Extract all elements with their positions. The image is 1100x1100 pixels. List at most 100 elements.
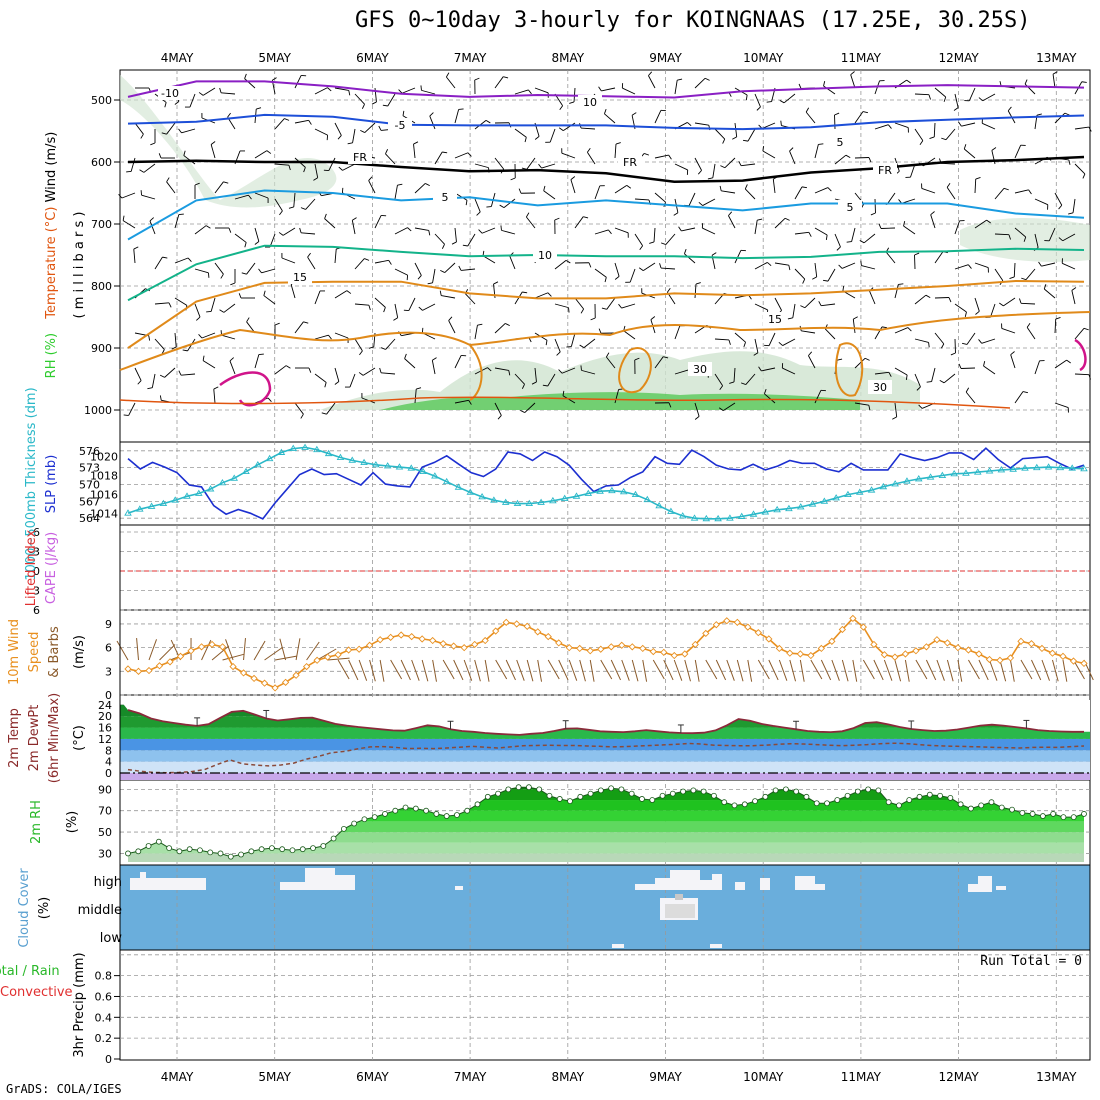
cloud-block	[612, 944, 624, 948]
cloud-content	[130, 868, 1006, 948]
wind-speed-marker	[408, 632, 416, 641]
wind-barb-flag	[926, 381, 932, 383]
wind-speed-marker	[849, 614, 857, 623]
wind-speed-marker	[176, 652, 185, 660]
wind-barb-10m	[778, 659, 788, 681]
rh-marker	[793, 788, 800, 795]
rh-shade-inner	[380, 392, 860, 410]
wind-barb	[210, 144, 216, 159]
wind-barb	[334, 87, 349, 91]
wind-speed-marker	[523, 622, 531, 630]
wind-speed-marker	[471, 640, 479, 649]
thickness-marker	[832, 494, 840, 501]
wind-speed-marker	[943, 639, 952, 647]
wind-barb	[121, 192, 136, 199]
rh-marker	[752, 798, 758, 804]
wind-barb-flag	[878, 223, 882, 229]
thickness-marker	[608, 486, 616, 494]
wind-barb	[852, 319, 856, 334]
wind-speed-marker	[618, 641, 626, 649]
thickness-marker	[147, 502, 156, 509]
wind-barb-flag	[308, 367, 312, 373]
wind-barb-flag	[244, 73, 247, 79]
wind-barb	[794, 268, 806, 280]
rh-marker	[813, 800, 820, 807]
wind-barb-flag	[187, 257, 192, 262]
rh-marker	[217, 850, 224, 857]
wind-barb-10m	[841, 659, 849, 682]
wind-barb-10m	[1052, 659, 1059, 682]
wind-barb	[202, 87, 216, 96]
wind-barb	[474, 325, 478, 340]
wind-barb	[1074, 126, 1089, 130]
wind-speed-marker	[681, 650, 689, 658]
wind-barb	[554, 260, 567, 270]
rh-marker	[690, 787, 697, 794]
wind-barb-flag	[220, 273, 224, 279]
wind-barb	[561, 152, 576, 159]
rh-marker	[937, 792, 943, 799]
wind-barb-flag	[738, 161, 742, 166]
wind-barb	[1014, 227, 1027, 238]
wind-barb-flag	[368, 346, 374, 349]
wind-barb-flag	[991, 147, 997, 151]
li-tick-label: 3	[33, 585, 40, 598]
wind-barb	[314, 373, 327, 383]
contour-label-bg	[838, 200, 862, 214]
wind-barb	[141, 194, 156, 200]
wind-label-c: & Barbs	[47, 626, 62, 678]
wind-barb-flag	[474, 77, 480, 81]
wind-speed-marker	[555, 639, 563, 647]
precip-label-b: Convective	[0, 985, 73, 1000]
wind-barb	[334, 367, 340, 382]
wind-barb	[274, 198, 283, 212]
wind-barb-flag	[648, 71, 653, 76]
rh-marker	[1019, 809, 1026, 816]
thickness-marker	[549, 496, 557, 504]
thickness-marker	[490, 496, 498, 503]
wind-barb	[894, 122, 909, 128]
wind-barb	[606, 356, 616, 369]
wind-speed-marker	[712, 621, 720, 629]
wind-barb	[945, 128, 956, 141]
wind-barb	[1014, 189, 1029, 194]
wind-barb	[648, 75, 656, 89]
wind-barb	[714, 338, 729, 341]
wind-speed-marker	[1017, 637, 1025, 645]
thickness-marker	[537, 498, 545, 505]
wind-barb	[174, 332, 177, 347]
rh-marker	[721, 799, 728, 806]
pressure-tick-label: 1000	[84, 404, 112, 417]
wind-barb-10m	[579, 659, 586, 682]
wind-barb-flag	[360, 129, 365, 133]
wind-barb-flag	[398, 89, 403, 94]
contour-label: 15	[768, 313, 782, 326]
wind-barb-flag	[919, 140, 924, 145]
thickness-marker	[348, 456, 357, 463]
wind-barb	[474, 198, 481, 213]
wind-speed-marker	[765, 635, 773, 643]
temp-label-b: 2m DewPt	[27, 705, 42, 772]
wind-barb	[614, 262, 620, 277]
wind-barb	[454, 399, 469, 404]
wind-barb-flag	[122, 215, 125, 221]
rh-marker	[628, 790, 635, 797]
wind-barb-flag	[677, 78, 683, 81]
wind-barb	[334, 332, 349, 339]
wind-barb-flag	[194, 182, 200, 186]
wind-barb-flag	[485, 119, 491, 124]
wind-barb-10m	[558, 659, 569, 681]
wind-barb-flag	[413, 141, 419, 145]
cape-panel	[119, 524, 1091, 611]
wind-barb	[294, 321, 304, 334]
wind-barb-flag	[244, 242, 247, 248]
wind-barb-flag	[1064, 112, 1070, 116]
wind-speed-marker	[1059, 652, 1067, 660]
wind-barb-flag	[425, 183, 430, 187]
wind-barb-flag	[402, 110, 405, 116]
wind-barb-flag	[505, 323, 510, 327]
wind-barb-flag	[728, 339, 731, 345]
wind-barb-flag	[545, 340, 548, 346]
wind-barb-10m	[663, 659, 674, 681]
wind-barb-flag	[258, 268, 262, 274]
